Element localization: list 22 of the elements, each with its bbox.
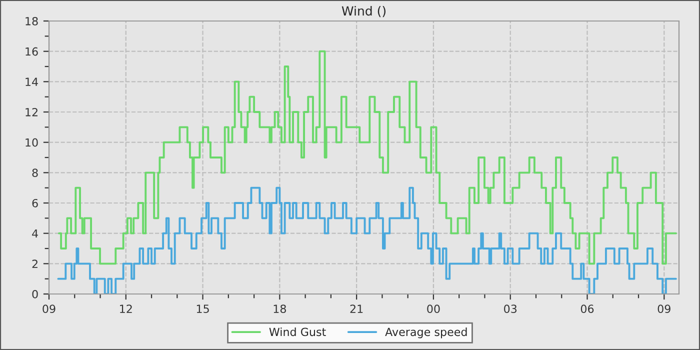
x-tick-label: 09 [658, 304, 670, 314]
y-tick-label: 18 [26, 16, 38, 26]
y-tick-label: 0 [32, 290, 38, 298]
y-tick-label: 2 [32, 260, 38, 268]
y-tick-label: 14 [26, 78, 38, 86]
y-tick-label: 16 [26, 47, 38, 56]
y-tick-label: 10 [26, 138, 38, 147]
x-tick-label: 09 [42, 304, 56, 314]
chart-title: Wind () [342, 6, 386, 18]
y-tick-label: 8 [32, 168, 38, 178]
x-tick-label: 15 [196, 304, 209, 314]
x-tick-label: 06 [580, 304, 594, 314]
x-tick-label: 21 [350, 304, 363, 313]
y-tick-label: 6 [32, 198, 38, 208]
x-tick-label: 18 [274, 304, 286, 314]
x-tick-label: 12 [120, 304, 132, 313]
legend-label: Wind Gust [269, 327, 326, 336]
y-tick-label: 12 [26, 108, 38, 116]
x-tick-label: 03 [504, 304, 517, 314]
legend-label: Average speed [385, 327, 467, 338]
x-tick-label: 00 [427, 304, 440, 314]
y-tick-label: 4 [32, 229, 38, 238]
